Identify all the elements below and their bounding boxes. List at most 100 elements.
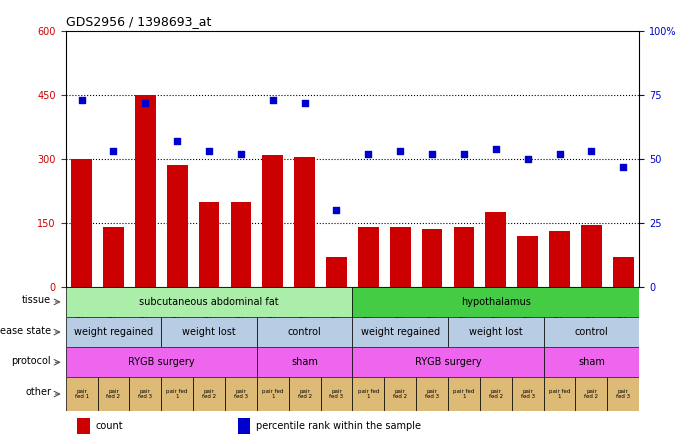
Text: pair fed
1: pair fed 1 <box>549 388 570 400</box>
Text: RYGB surgery: RYGB surgery <box>415 357 482 367</box>
Text: pair
fed 2: pair fed 2 <box>393 388 407 400</box>
Text: sham: sham <box>291 357 318 367</box>
Text: pair
fed 2: pair fed 2 <box>585 388 598 400</box>
Point <box>458 150 469 157</box>
Bar <box>199 202 219 287</box>
Bar <box>289 377 321 411</box>
Bar <box>257 317 352 347</box>
Point <box>618 163 629 170</box>
Bar <box>231 202 252 287</box>
Point <box>76 97 87 104</box>
Bar <box>238 418 250 434</box>
Point <box>299 99 310 106</box>
Bar <box>193 377 225 411</box>
Point <box>586 148 597 155</box>
Bar <box>257 377 289 411</box>
Bar <box>613 257 634 287</box>
Text: disease state: disease state <box>0 325 51 336</box>
Bar <box>544 377 576 411</box>
Bar <box>486 212 506 287</box>
Bar <box>358 227 379 287</box>
Text: subcutaneous abdominal fat: subcutaneous abdominal fat <box>139 297 279 307</box>
Bar <box>544 347 639 377</box>
Point <box>236 150 247 157</box>
Text: weight regained: weight regained <box>74 327 153 337</box>
Bar <box>352 377 384 411</box>
Text: percentile rank within the sample: percentile rank within the sample <box>256 421 421 431</box>
Point <box>395 148 406 155</box>
Bar <box>66 317 161 347</box>
Text: pair
fed 3: pair fed 3 <box>616 388 630 400</box>
Bar <box>448 317 544 347</box>
Bar <box>422 229 442 287</box>
Text: pair
fed 3: pair fed 3 <box>138 388 152 400</box>
Bar <box>480 377 512 411</box>
Text: weight regained: weight regained <box>361 327 439 337</box>
Bar <box>544 317 639 347</box>
Bar <box>66 347 257 377</box>
Text: pair
fed 2: pair fed 2 <box>489 388 503 400</box>
Bar <box>263 155 283 287</box>
Text: pair fed
1: pair fed 1 <box>167 388 188 400</box>
Bar <box>294 157 315 287</box>
Text: pair
fed 3: pair fed 3 <box>234 388 248 400</box>
Text: weight lost: weight lost <box>469 327 522 337</box>
Bar <box>581 225 602 287</box>
Bar <box>135 95 155 287</box>
Text: weight lost: weight lost <box>182 327 236 337</box>
Text: protocol: protocol <box>12 356 51 366</box>
Text: tissue: tissue <box>22 295 51 305</box>
Bar <box>161 377 193 411</box>
Bar <box>66 287 352 317</box>
Point <box>140 99 151 106</box>
Bar <box>512 377 544 411</box>
Bar <box>416 377 448 411</box>
Point <box>267 97 278 104</box>
Text: control: control <box>574 327 608 337</box>
Bar <box>77 418 90 434</box>
Bar <box>518 236 538 287</box>
Text: pair fed
1: pair fed 1 <box>262 388 283 400</box>
Text: hypothalamus: hypothalamus <box>461 297 531 307</box>
Bar <box>549 231 570 287</box>
Text: pair
fed 3: pair fed 3 <box>330 388 343 400</box>
Bar <box>384 377 416 411</box>
Bar <box>326 257 347 287</box>
Text: GDS2956 / 1398693_at: GDS2956 / 1398693_at <box>66 16 211 28</box>
Bar <box>453 227 474 287</box>
Bar <box>103 227 124 287</box>
Text: pair fed
1: pair fed 1 <box>358 388 379 400</box>
Bar <box>97 377 129 411</box>
Point <box>522 155 533 163</box>
Bar <box>71 159 92 287</box>
Bar <box>390 227 410 287</box>
Bar <box>352 317 448 347</box>
Bar <box>161 317 257 347</box>
Bar <box>352 347 544 377</box>
Text: pair
fed 2: pair fed 2 <box>298 388 312 400</box>
Bar <box>167 165 187 287</box>
Bar <box>257 347 352 377</box>
Point <box>108 148 119 155</box>
Bar <box>607 377 639 411</box>
Text: count: count <box>95 421 123 431</box>
Bar <box>66 377 97 411</box>
Text: other: other <box>25 387 51 397</box>
Point <box>203 148 214 155</box>
Point <box>363 150 374 157</box>
Bar <box>352 287 639 317</box>
Bar <box>225 377 257 411</box>
Text: pair
fed 3: pair fed 3 <box>520 388 535 400</box>
Bar <box>129 377 161 411</box>
Point <box>491 145 502 152</box>
Bar <box>448 377 480 411</box>
Text: sham: sham <box>578 357 605 367</box>
Text: RYGB surgery: RYGB surgery <box>128 357 195 367</box>
Point <box>171 138 182 145</box>
Bar <box>321 377 352 411</box>
Text: pair
fed 2: pair fed 2 <box>106 388 120 400</box>
Text: control: control <box>287 327 321 337</box>
Point <box>331 206 342 214</box>
Text: pair
fed 1: pair fed 1 <box>75 388 88 400</box>
Text: pair fed
1: pair fed 1 <box>453 388 475 400</box>
